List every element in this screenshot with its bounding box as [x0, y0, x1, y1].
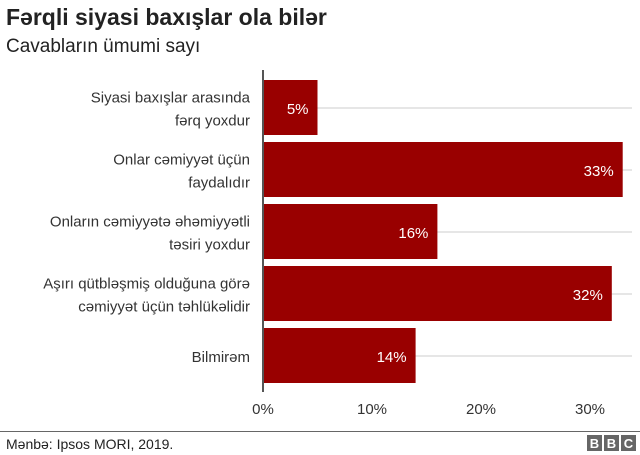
data-label: 14% — [377, 349, 407, 366]
category-label: Bilmirəm — [192, 349, 250, 366]
logo-letter: C — [621, 435, 636, 451]
data-label: 33% — [584, 163, 614, 180]
data-label: 16% — [398, 225, 428, 242]
category-label: Onlar cəmiyyət üçün — [113, 152, 250, 169]
category-label: təsiri yoxdur — [169, 237, 250, 254]
category-label: faydalıdır — [188, 175, 250, 192]
chart-subtitle: Cavabların ümumi sayı — [6, 36, 201, 57]
category-label: Aşırı qütbləşmiş olduğuna görə — [43, 276, 250, 293]
chart-title: Fərqli siyasi baxışlar ola bilər — [6, 4, 327, 30]
x-tick-label: 10% — [357, 401, 387, 418]
bar — [263, 80, 318, 135]
category-label: Onların cəmiyyətə əhəmiyyətli — [50, 214, 250, 231]
bar-chart: 5% Siyasi baxışlar arasında fərq yoxdur 33%… — [43, 70, 632, 418]
bar — [263, 204, 438, 259]
logo-letter: B — [587, 435, 602, 451]
bar — [263, 266, 612, 321]
source-note: Mənbə: Ipsos MORI, 2019. — [6, 436, 174, 452]
data-label: 32% — [573, 287, 603, 304]
category-label: cəmiyyət üçün təhlükəlidir — [78, 299, 250, 316]
x-tick-label: 30% — [575, 401, 605, 418]
bar — [263, 142, 623, 197]
category-label: Siyasi baxışlar arasında — [91, 90, 251, 107]
x-tick-label: 20% — [466, 401, 496, 418]
logo-letter: B — [604, 435, 619, 451]
data-label: 5% — [287, 101, 309, 118]
x-tick-label: 0% — [252, 401, 274, 418]
footer-divider — [0, 431, 640, 432]
bar — [263, 328, 416, 383]
category-label: fərq yoxdur — [175, 113, 250, 130]
